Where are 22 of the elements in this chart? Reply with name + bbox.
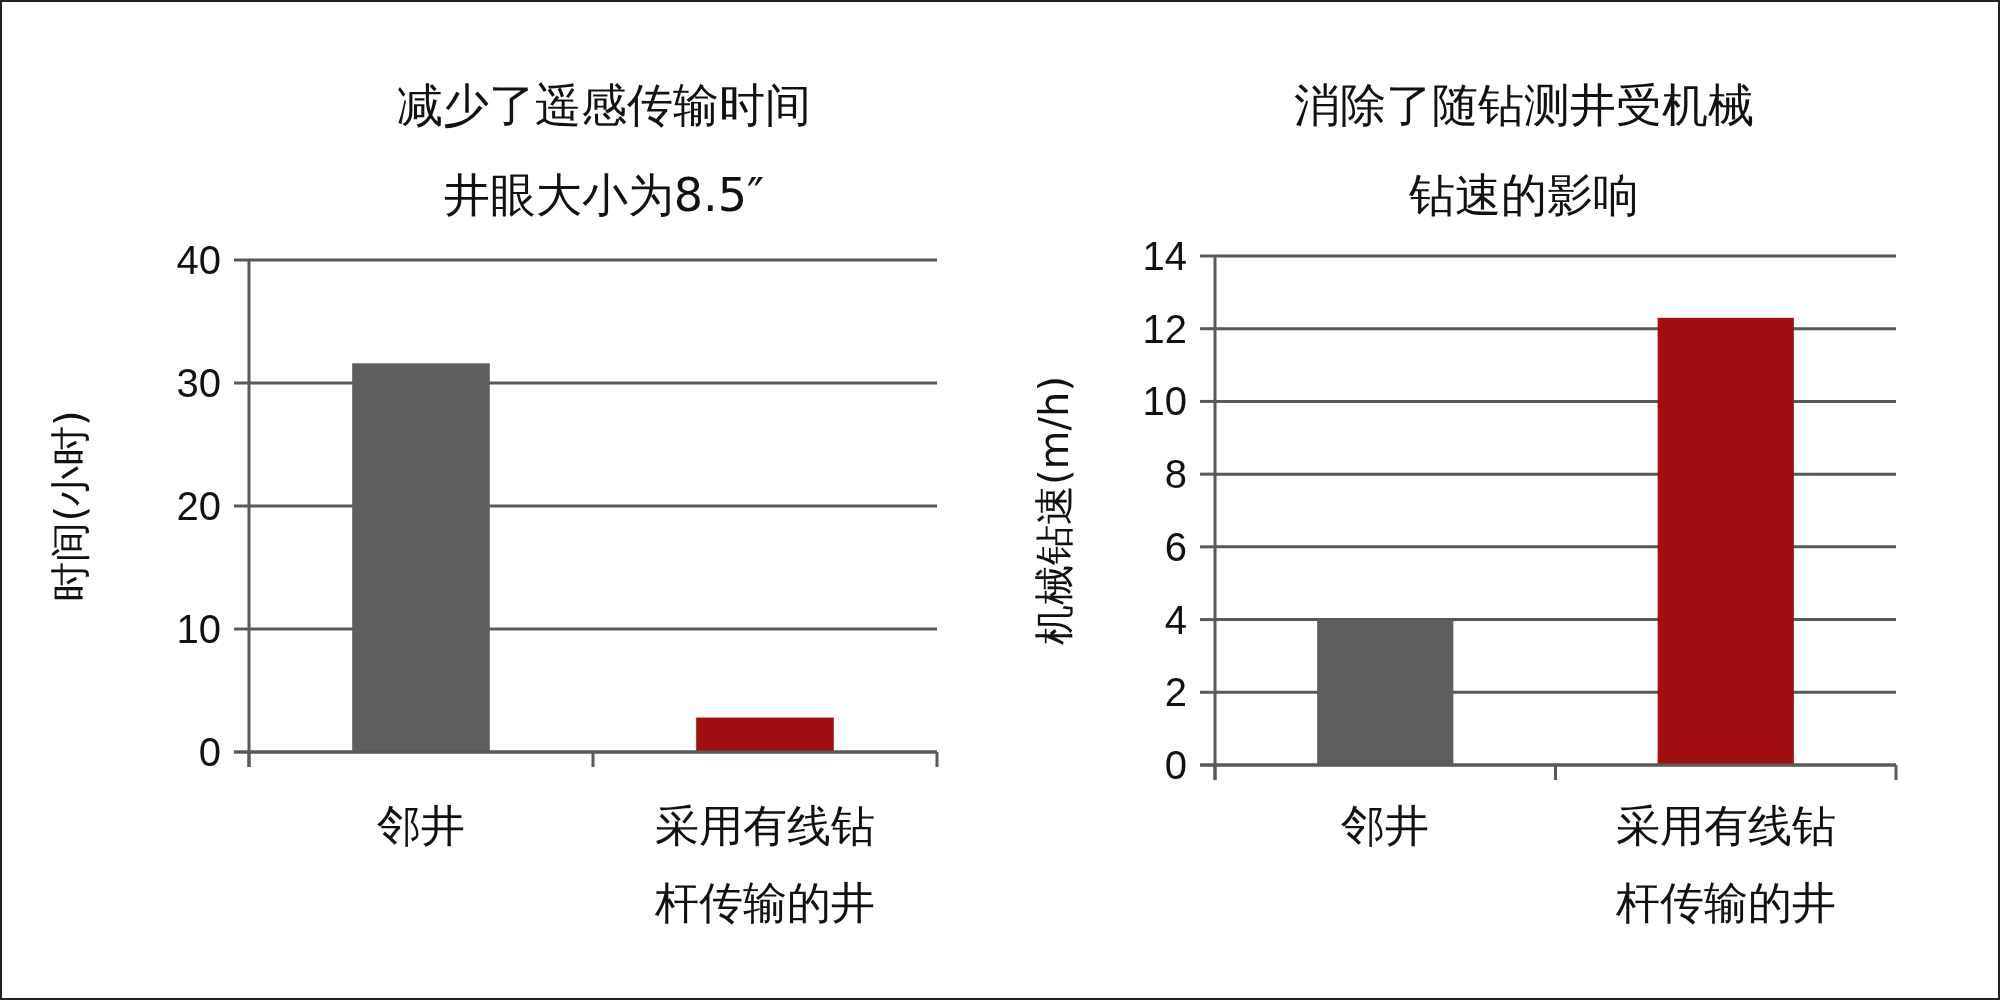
y-tick-label: 10 <box>1142 379 1187 424</box>
y-tick-label: 40 <box>176 238 221 282</box>
y-tick-label: 20 <box>176 484 221 528</box>
y-tick-label: 14 <box>1142 234 1187 278</box>
y-tick-label: 10 <box>176 607 221 651</box>
x-tick-label: 邻井 <box>1340 799 1431 853</box>
x-tick-label: 采用有线钻杆传输的井 <box>1614 799 1837 930</box>
chart-subtitle: 井眼大小为8.5″ <box>442 167 766 224</box>
x-tick-label: 邻井 <box>376 799 466 853</box>
y-tick-label: 30 <box>176 361 221 405</box>
y-tick-label: 12 <box>1142 306 1187 351</box>
x-tick-label: 采用有线钻杆传输的井 <box>654 799 876 930</box>
y-tick-label: 8 <box>1164 452 1187 497</box>
y-tick-label: 4 <box>1164 597 1187 642</box>
chart-title: 减少了遥感传输时间 <box>396 77 812 134</box>
y-tick-label: 0 <box>198 730 221 774</box>
y-axis-title: 时间(小时) <box>47 410 93 602</box>
chart-title: 消除了随钻测井受机械钻速的影响 <box>1293 77 1755 224</box>
y-tick-label: 0 <box>1164 743 1187 787</box>
y-axis-title: 机械钻速(m/h) <box>1031 375 1077 646</box>
y-tick-label: 2 <box>1164 670 1187 715</box>
y-tick-label: 6 <box>1164 524 1187 569</box>
